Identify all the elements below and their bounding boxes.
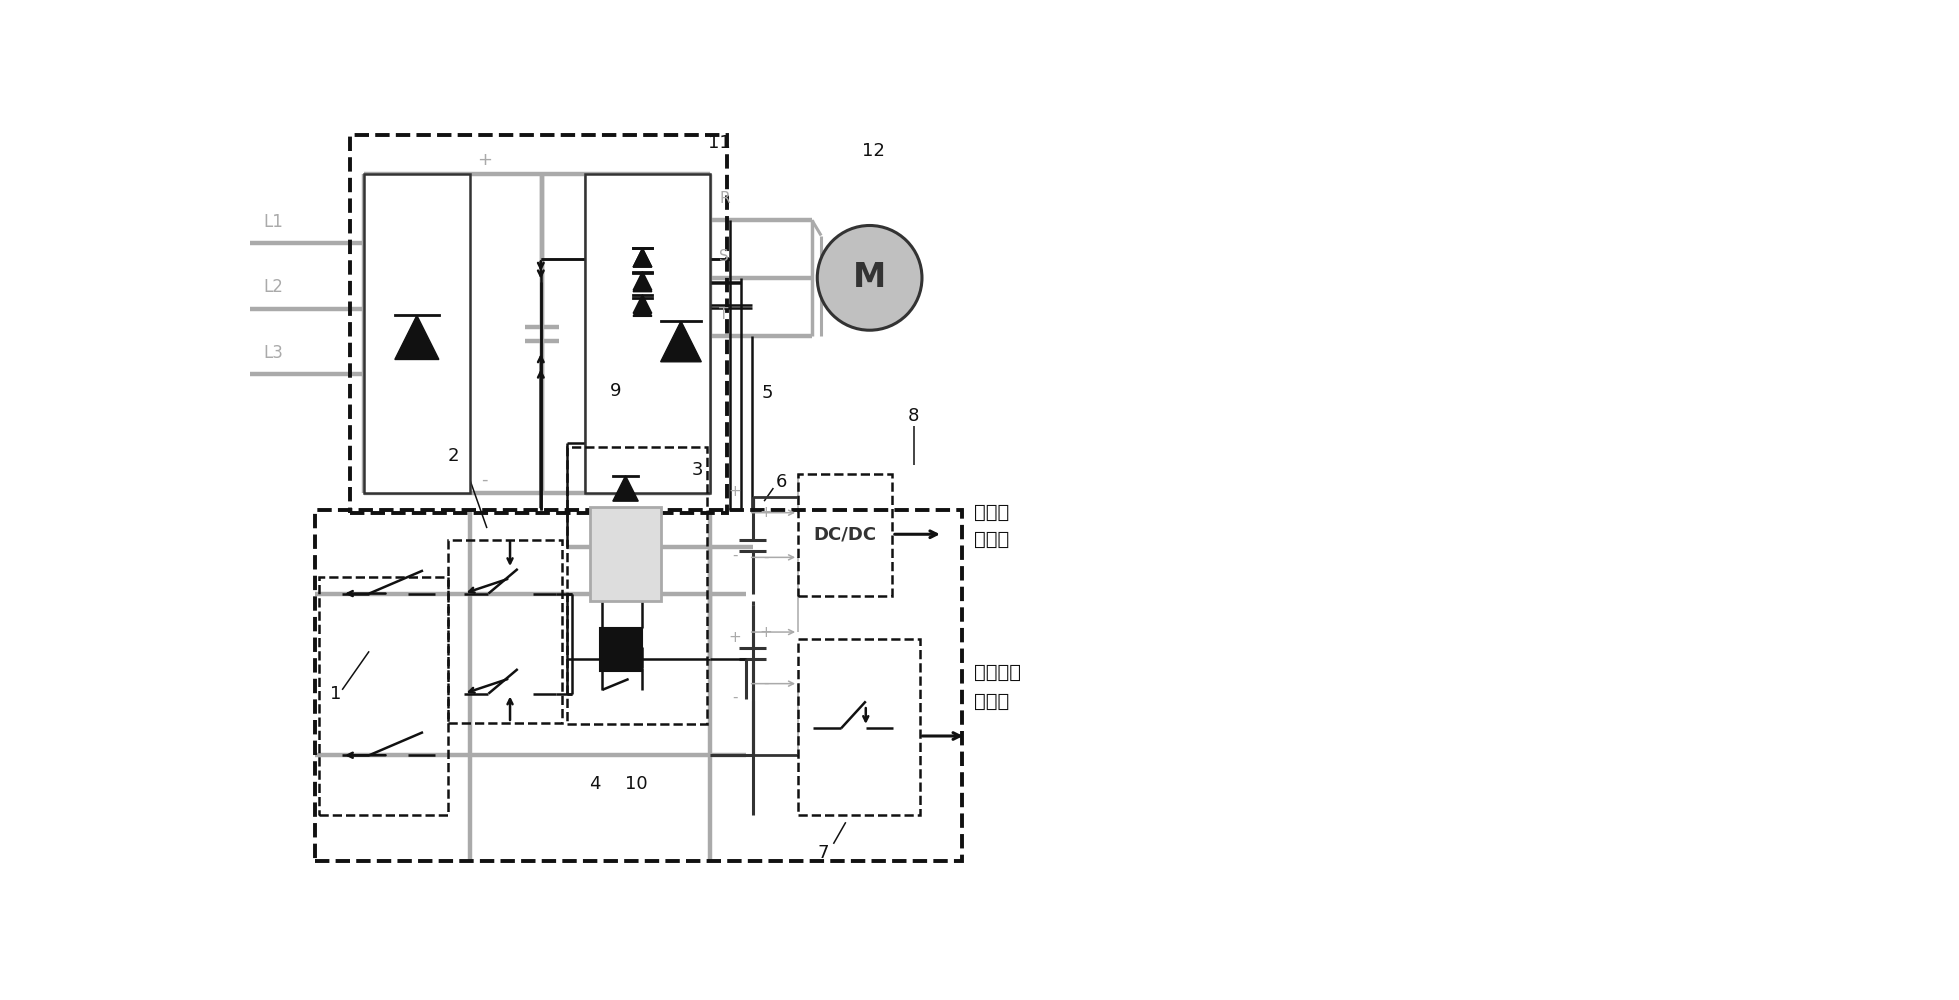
- Text: 讲系统: 讲系统: [974, 530, 1009, 549]
- Text: +: +: [478, 151, 492, 169]
- Bar: [449, 540, 562, 723]
- Text: L2: L2: [264, 278, 284, 296]
- Bar: [566, 447, 707, 724]
- Text: 4: 4: [590, 775, 601, 793]
- Text: 5: 5: [762, 384, 774, 402]
- Bar: [351, 135, 727, 513]
- Text: 9: 9: [609, 382, 621, 400]
- Circle shape: [817, 225, 923, 330]
- Text: L1: L1: [264, 213, 284, 231]
- Bar: [319, 577, 449, 815]
- Text: T: T: [719, 307, 729, 322]
- Text: +: +: [729, 630, 741, 645]
- Text: -: -: [762, 676, 768, 691]
- Polygon shape: [633, 272, 652, 290]
- Polygon shape: [633, 298, 652, 316]
- Text: 五方对: 五方对: [974, 503, 1009, 522]
- Text: R: R: [719, 191, 731, 206]
- Bar: [797, 474, 891, 596]
- Text: -: -: [733, 548, 739, 563]
- Bar: [797, 639, 919, 815]
- Text: 2: 2: [449, 447, 460, 465]
- Polygon shape: [660, 321, 701, 362]
- Text: 10: 10: [625, 775, 648, 793]
- Text: DC/DC: DC/DC: [813, 525, 876, 543]
- Text: +: +: [729, 484, 741, 499]
- Text: 断电再平: 断电再平: [974, 663, 1021, 682]
- Polygon shape: [613, 476, 639, 501]
- Text: 层系统: 层系统: [974, 692, 1009, 711]
- Text: -: -: [762, 550, 768, 565]
- Polygon shape: [396, 315, 439, 359]
- Polygon shape: [633, 295, 652, 313]
- Text: +: +: [760, 505, 772, 520]
- Text: -: -: [733, 690, 739, 705]
- Text: 6: 6: [776, 473, 788, 491]
- Text: 11: 11: [707, 134, 731, 152]
- Text: -: -: [482, 471, 488, 489]
- Text: 8: 8: [907, 407, 919, 425]
- Bar: [584, 174, 711, 493]
- Text: 12: 12: [862, 142, 885, 160]
- Text: S: S: [719, 249, 729, 264]
- Bar: [590, 507, 660, 601]
- Text: 3: 3: [692, 461, 703, 479]
- Text: 1: 1: [331, 685, 341, 703]
- Text: L3: L3: [264, 344, 284, 362]
- Bar: [315, 510, 962, 861]
- Polygon shape: [633, 248, 652, 267]
- Bar: [364, 174, 470, 493]
- Polygon shape: [633, 273, 652, 292]
- Bar: [599, 628, 643, 671]
- Text: M: M: [852, 261, 885, 294]
- Polygon shape: [633, 248, 652, 267]
- Text: +: +: [760, 625, 772, 640]
- Text: 7: 7: [817, 844, 829, 862]
